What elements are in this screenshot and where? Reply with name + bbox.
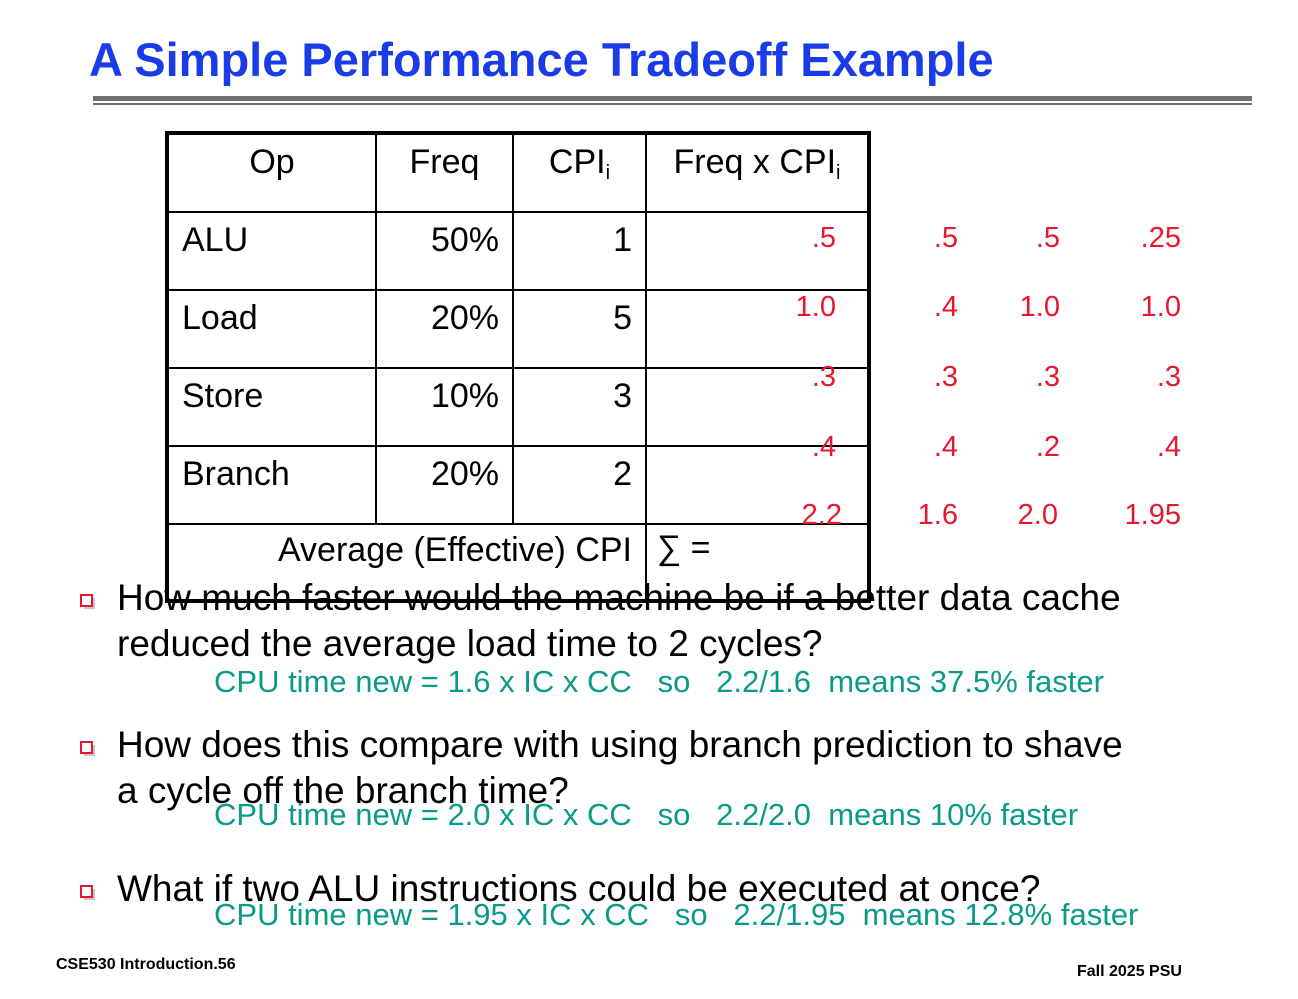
footer-term: Fall 2025 PSU — [1077, 963, 1182, 980]
table-row: Branch 20% 2 — [166, 445, 870, 525]
table-row: Store 10% 3 — [166, 367, 870, 447]
title-rule-thick — [93, 96, 1252, 101]
col4-branch-value: .4 — [1156, 431, 1181, 463]
row-cpi: 2 — [512, 445, 647, 525]
row-freq: 20% — [375, 289, 514, 369]
row-op: ALU — [166, 211, 377, 291]
col4-store-value: .3 — [1156, 361, 1181, 393]
col4-total-value: 1.95 — [1124, 499, 1181, 531]
row-op: Branch — [166, 445, 377, 525]
col4-load-value: 1.0 — [1140, 291, 1181, 323]
bullet-icon — [80, 594, 95, 609]
average-cpi-label: Average (Effective) CPI — [166, 523, 647, 602]
row-freq: 50% — [375, 211, 514, 291]
title-rule-thin — [93, 103, 1252, 105]
col3-total-value: 2.0 — [1017, 499, 1058, 531]
header-cpi: CPIi — [512, 132, 647, 213]
col3-alu-value: .5 — [1035, 222, 1060, 254]
col1-alu-value: .5 — [811, 222, 836, 254]
row-product-cell — [645, 367, 870, 447]
row-product-cell — [645, 445, 870, 525]
col2-alu-value: .5 — [933, 222, 958, 254]
row-cpi: 3 — [512, 367, 647, 447]
row-op: Load — [166, 289, 377, 369]
answer-1: CPU time new = 1.6 x IC x CC so 2.2/1.6 … — [214, 664, 1104, 699]
answer-3: CPU time new = 1.95 x IC x CC so 2.2/1.9… — [214, 897, 1139, 932]
col2-load-value: .4 — [933, 291, 958, 323]
row-product-cell — [645, 289, 870, 369]
col3-branch-value: .2 — [1035, 431, 1060, 463]
col4-alu-value: .25 — [1140, 222, 1181, 254]
average-row: Average (Effective) CPI ∑ = — [166, 523, 870, 602]
row-freq: 10% — [375, 367, 514, 447]
table-header-row: Op Freq CPIi Freq x CPIi — [166, 132, 870, 213]
col2-total-value: 1.6 — [917, 499, 958, 531]
row-product-cell — [645, 211, 870, 291]
row-cpi: 1 — [512, 211, 647, 291]
bullet-icon — [80, 885, 95, 900]
question-3-line-1: What if two ALU instructions could be ex… — [117, 868, 1041, 909]
slide-title: A Simple Performance Tradeoff Example — [89, 33, 994, 86]
col2-store-value: .3 — [933, 361, 958, 393]
header-freq: Freq — [375, 132, 514, 213]
col1-total-value: 2.2 — [801, 499, 842, 531]
question-1-line-1: How much faster would the machine be if … — [117, 577, 1121, 618]
col3-store-value: .3 — [1035, 361, 1060, 393]
bullet-icon — [80, 741, 95, 756]
header-freq-x-cpi: Freq x CPIi — [645, 132, 870, 213]
answer-2: CPU time new = 2.0 x IC x CC so 2.2/2.0 … — [214, 797, 1079, 832]
row-op: Store — [166, 367, 377, 447]
question-1-line-2: reduced the average load time to 2 cycle… — [117, 623, 823, 664]
question-2-line-2: a cycle off the branch time? — [117, 770, 569, 811]
table-row: ALU 50% 1 — [166, 211, 870, 291]
footer-course: CSE530 Introduction.56 — [56, 956, 236, 973]
question-2-line-1: How does this compare with using branch … — [117, 724, 1123, 765]
col2-branch-value: .4 — [933, 431, 958, 463]
row-freq: 20% — [375, 445, 514, 525]
row-cpi: 5 — [512, 289, 647, 369]
col1-load-value: 1.0 — [795, 291, 836, 323]
col1-store-value: .3 — [811, 361, 836, 393]
cpi-table: Op Freq CPIi Freq x CPIi ALU 50% 1 Load … — [165, 131, 871, 603]
header-op: Op — [166, 132, 377, 213]
table-row: Load 20% 5 — [166, 289, 870, 369]
col1-branch-value: .4 — [811, 431, 836, 463]
sum-symbol: ∑ = — [645, 523, 870, 602]
col3-load-value: 1.0 — [1019, 291, 1060, 323]
